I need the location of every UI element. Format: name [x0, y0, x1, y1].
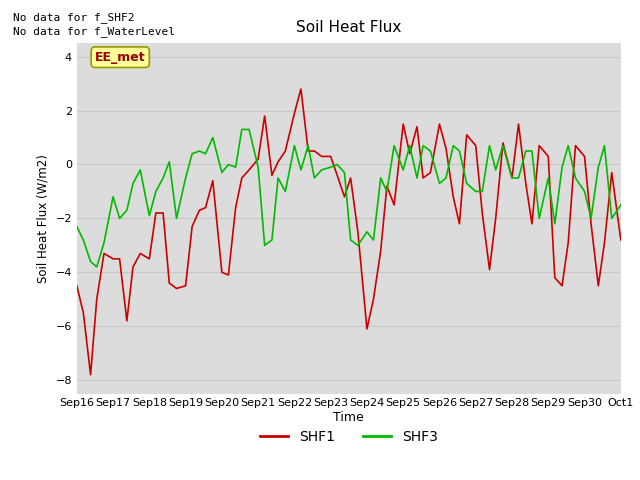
SHF1 — [297, 86, 305, 92]
Y-axis label: Soil Heat Flux (W/m2): Soil Heat Flux (W/m2) — [37, 154, 50, 283]
SHF3 — [617, 202, 625, 208]
Title: Soil Heat Flux: Soil Heat Flux — [296, 20, 401, 35]
SHF3 — [129, 180, 137, 186]
SHF3 — [370, 237, 378, 243]
Legend: SHF1, SHF3: SHF1, SHF3 — [255, 425, 443, 450]
Text: No data for f_SHF2: No data for f_SHF2 — [13, 12, 134, 23]
SHF3 — [238, 127, 246, 132]
SHF3 — [436, 180, 444, 186]
SHF1 — [370, 296, 378, 302]
SHF3 — [73, 224, 81, 229]
SHF1 — [617, 237, 625, 243]
SHF1 — [129, 264, 137, 270]
X-axis label: Time: Time — [333, 411, 364, 424]
SHF3 — [274, 175, 282, 181]
Text: EE_met: EE_met — [95, 51, 145, 64]
Line: SHF3: SHF3 — [77, 130, 621, 267]
SHF1 — [87, 372, 95, 378]
Line: SHF1: SHF1 — [77, 89, 621, 375]
SHF3 — [93, 264, 100, 270]
SHF1 — [73, 283, 81, 288]
SHF1 — [449, 194, 457, 200]
SHF1 — [436, 121, 444, 127]
SHF1 — [522, 180, 530, 186]
SHF1 — [268, 172, 276, 178]
SHF3 — [449, 143, 457, 148]
SHF3 — [522, 148, 530, 154]
Text: No data for f_WaterLevel: No data for f_WaterLevel — [13, 26, 175, 37]
